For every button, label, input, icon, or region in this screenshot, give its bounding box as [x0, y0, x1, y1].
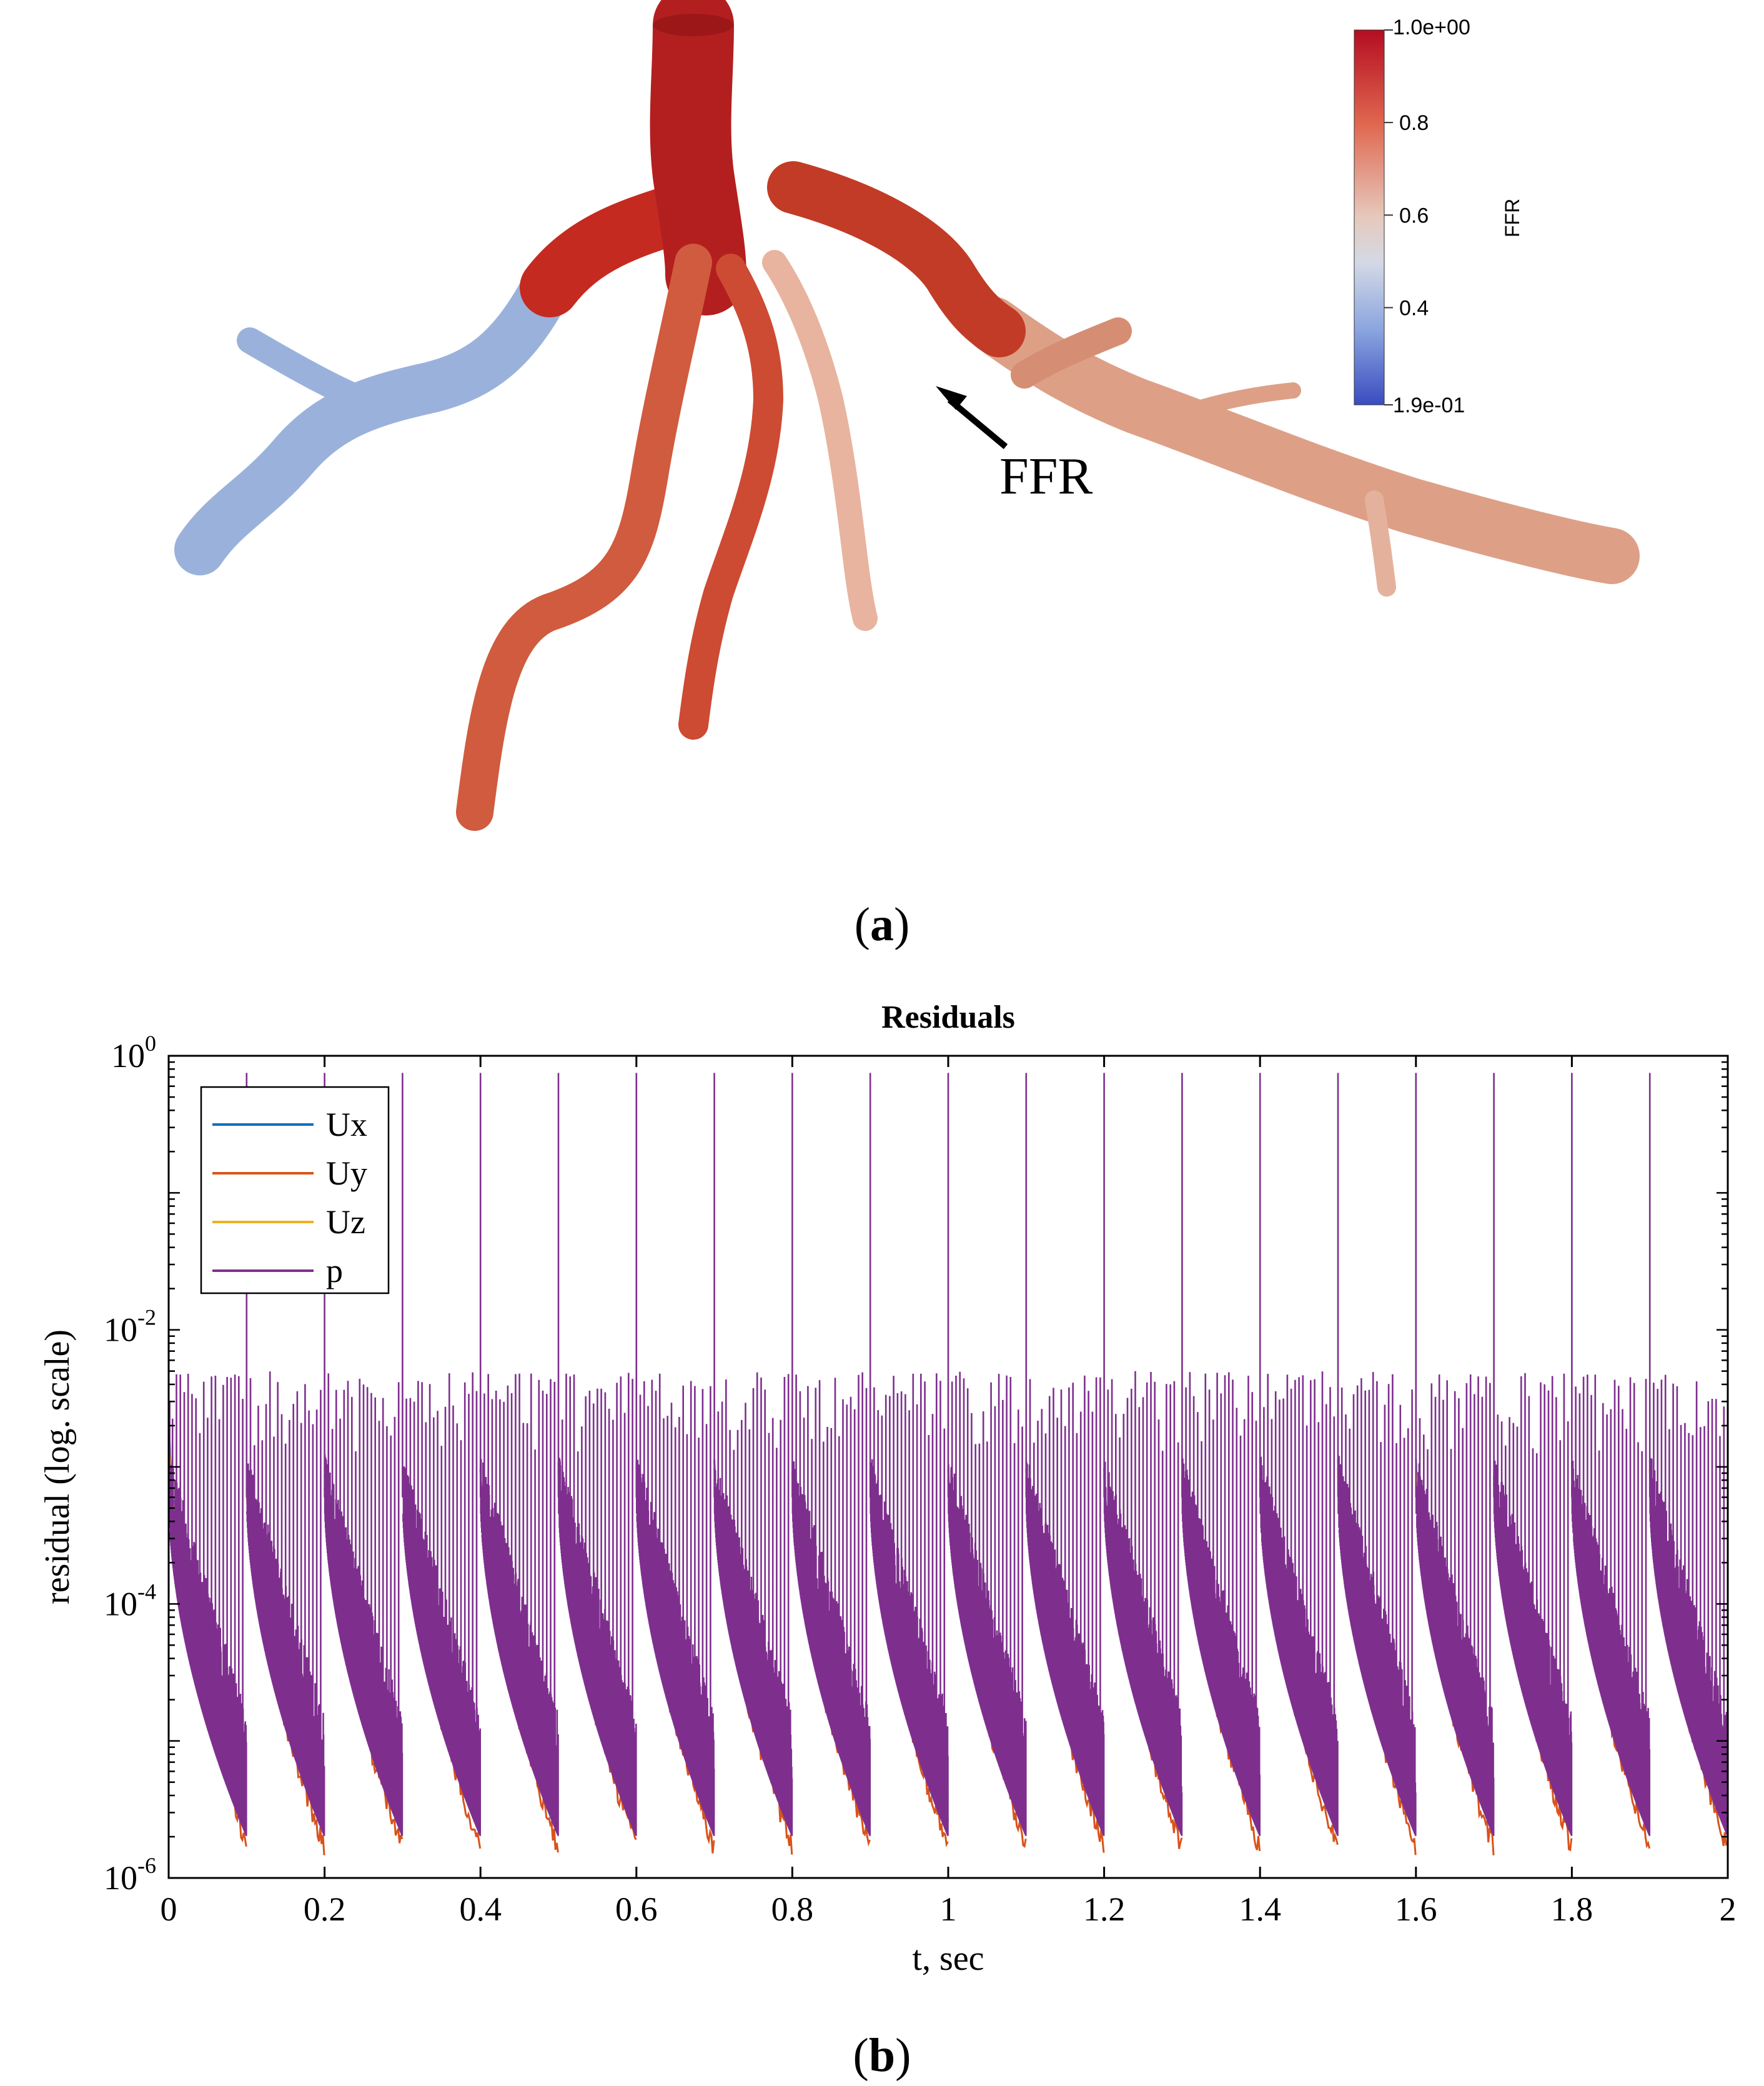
- panel-a-vessel-render: FFR 0.8 0.6 0.4 1.0e+00 1.9e-01 FFR (a): [0, 0, 1764, 951]
- vessel-trunk-cap: [653, 14, 733, 36]
- vessel-branch-2: [678, 254, 783, 740]
- vessel-right-side-1: [1011, 317, 1132, 389]
- panel-a-label: (a): [855, 898, 910, 950]
- x-axis-label: t, sec: [912, 1939, 984, 1978]
- colorbar-tick-label: 0.8: [1399, 111, 1429, 135]
- panel-b-label: (b): [853, 2029, 911, 2082]
- x-tick-label: 0.8: [771, 1890, 814, 1928]
- x-tick-label: 0.4: [459, 1890, 502, 1928]
- vessel-branch-1: [456, 244, 712, 831]
- y-tick-label: 10-2: [104, 1305, 156, 1349]
- y-tick-label: 10-4: [104, 1579, 156, 1622]
- legend-label-uy: Uy: [326, 1155, 367, 1192]
- vessel-trunk: [650, 0, 746, 315]
- y-tick-label: 10-6: [104, 1853, 156, 1897]
- y-axis-label: residual (log. scale): [38, 1329, 77, 1604]
- y-tick-label: 100: [111, 1031, 156, 1075]
- vessel-right-side-2: [1179, 382, 1301, 420]
- x-tick-label: 1: [940, 1890, 957, 1928]
- legend-label-uz: Uz: [326, 1203, 365, 1241]
- x-tick-label: 0.2: [304, 1890, 346, 1928]
- x-tick-label: 1.6: [1395, 1890, 1437, 1928]
- chart-title: Residuals: [881, 1000, 1015, 1035]
- x-tick-label: 1.8: [1551, 1890, 1593, 1928]
- x-tick-label: 1.2: [1083, 1890, 1126, 1928]
- vessel-right-side-3: [1365, 490, 1396, 597]
- ffr-colorbar: 0.8 0.6 0.4 1.0e+00 1.9e-01 FFR: [1354, 16, 1524, 417]
- ffr-arrow: [936, 386, 1008, 449]
- series-p-line: [169, 1073, 1728, 1836]
- colorbar-min-label: 1.9e-01: [1393, 394, 1465, 417]
- colorbar-title: FFR: [1501, 199, 1524, 237]
- residuals-chart: Residuals 0 0.2 0.4 0.6 0.8 1 1.2 1.4 1.6 1.8 2 100…: [38, 1000, 1737, 2082]
- panel-b-residuals-chart: Residuals 0 0.2 0.4 0.6 0.8 1 1.2 1.4 1.6 1.8 2 100…: [0, 975, 1764, 2083]
- ffr-annotation: FFR: [999, 447, 1093, 505]
- colorbar-max-label: 1.0e+00: [1393, 16, 1470, 39]
- legend-box: [200, 1086, 390, 1294]
- legend-label-ux: Ux: [326, 1106, 367, 1143]
- colorbar-tick-label: 0.6: [1399, 204, 1429, 227]
- plot-area: [169, 1073, 1728, 1855]
- legend-label-p: p: [326, 1252, 343, 1289]
- vessel-right-proximal: [767, 161, 1026, 357]
- x-tick-label: 0: [161, 1890, 177, 1928]
- vessel-right-salmon: [965, 297, 1640, 584]
- x-tick-label: 0.6: [615, 1890, 658, 1928]
- x-tick-label: 1.4: [1239, 1890, 1281, 1928]
- vessel-render: FFR 0.8 0.6 0.4 1.0e+00 1.9e-01 FFR (a): [174, 0, 1640, 951]
- x-tick-label: 2: [1720, 1890, 1737, 1928]
- colorbar-tick-label: 0.4: [1399, 296, 1429, 320]
- legend: Ux Uy Uz p: [200, 1086, 390, 1294]
- vessel-left-blue-side: [237, 327, 375, 413]
- vessel-branch-3: [762, 250, 878, 631]
